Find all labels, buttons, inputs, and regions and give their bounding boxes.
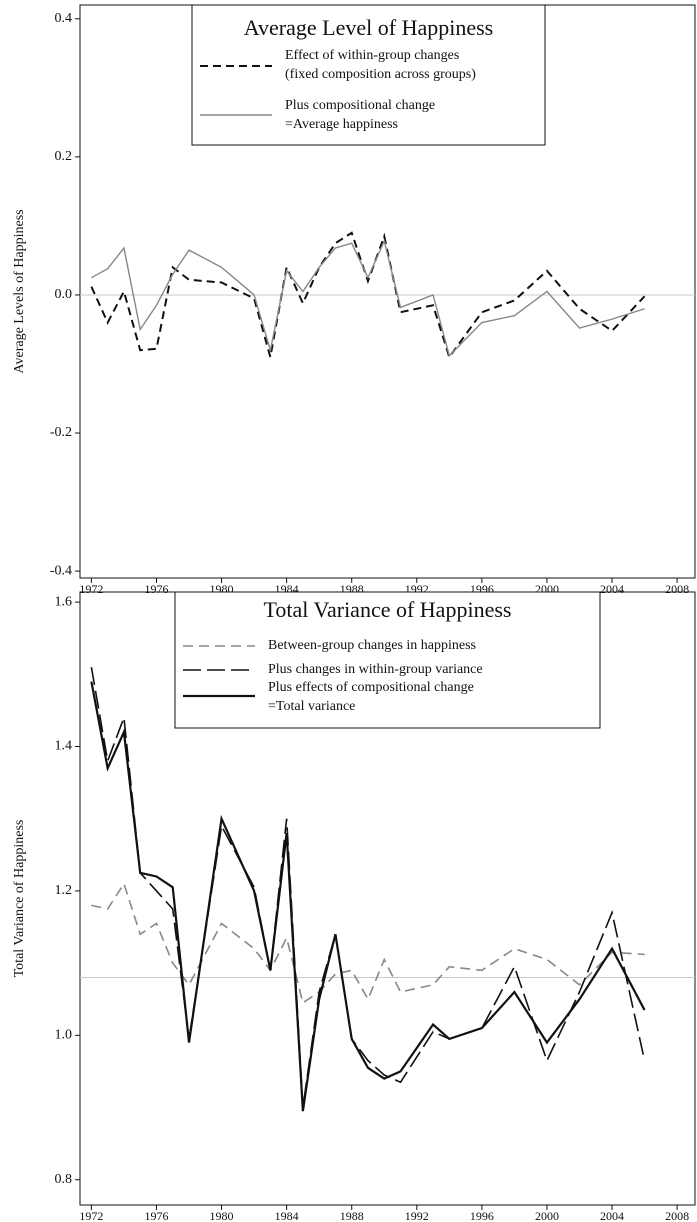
x-tick-label: 1984 [275, 1209, 299, 1222]
y-tick-label: 1.6 [55, 594, 73, 609]
series-line [90, 681, 646, 1112]
y-tick-label: 0.2 [55, 149, 73, 164]
x-tick-label: 2000 [535, 1209, 559, 1222]
legend-label: (fixed composition across groups) [285, 67, 476, 82]
legend-label: Between-group changes in happiness [268, 638, 476, 653]
x-tick-label: 1996 [470, 1209, 494, 1222]
y-tick-label: 1.4 [55, 739, 73, 754]
y-tick-label: 0.4 [55, 11, 73, 26]
y-tick-label: 1.2 [55, 883, 73, 898]
legend-label: Plus changes in within-group variance [268, 662, 483, 677]
x-tick-label: 1972 [79, 582, 103, 596]
legend-title: Total Variance of Happiness [264, 597, 512, 622]
y-tick-label: 0.8 [55, 1172, 73, 1187]
y-axis-label: Average Levels of Happiness [12, 209, 27, 373]
legend-label: =Average happiness [285, 117, 398, 132]
x-tick-label: 1980 [210, 1209, 234, 1222]
series-line [90, 231, 646, 360]
legend-box [191, 4, 546, 146]
x-tick-label: 1988 [340, 1209, 364, 1222]
x-tick-label: 1972 [79, 1209, 103, 1222]
y-axis-label: Total Variance of Happiness [12, 820, 27, 978]
legend-label: Plus compositional change [285, 98, 435, 113]
y-tick-label: 1.0 [55, 1028, 73, 1043]
x-tick-label: 1976 [144, 582, 168, 596]
legend-title: Average Level of Happiness [244, 15, 493, 40]
x-tick-label: 2008 [665, 582, 689, 596]
y-tick-label: 0.0 [55, 287, 73, 302]
series-line [91, 238, 645, 358]
legend-label: Plus effects of compositional change [268, 680, 474, 695]
legend-box [174, 591, 601, 729]
series-line [91, 881, 645, 1005]
x-tick-label: 2008 [665, 1209, 689, 1222]
x-tick-label: 2004 [600, 582, 624, 596]
x-tick-label: 1992 [405, 1209, 429, 1222]
y-tick-label: -0.4 [50, 563, 72, 578]
legend-label: =Total variance [268, 699, 355, 714]
legend-label: Effect of within-group changes [285, 48, 459, 63]
series-line [90, 666, 646, 1108]
x-tick-label: 2004 [600, 1209, 624, 1222]
x-tick-label: 1976 [144, 1209, 168, 1222]
y-tick-label: -0.2 [50, 425, 72, 440]
